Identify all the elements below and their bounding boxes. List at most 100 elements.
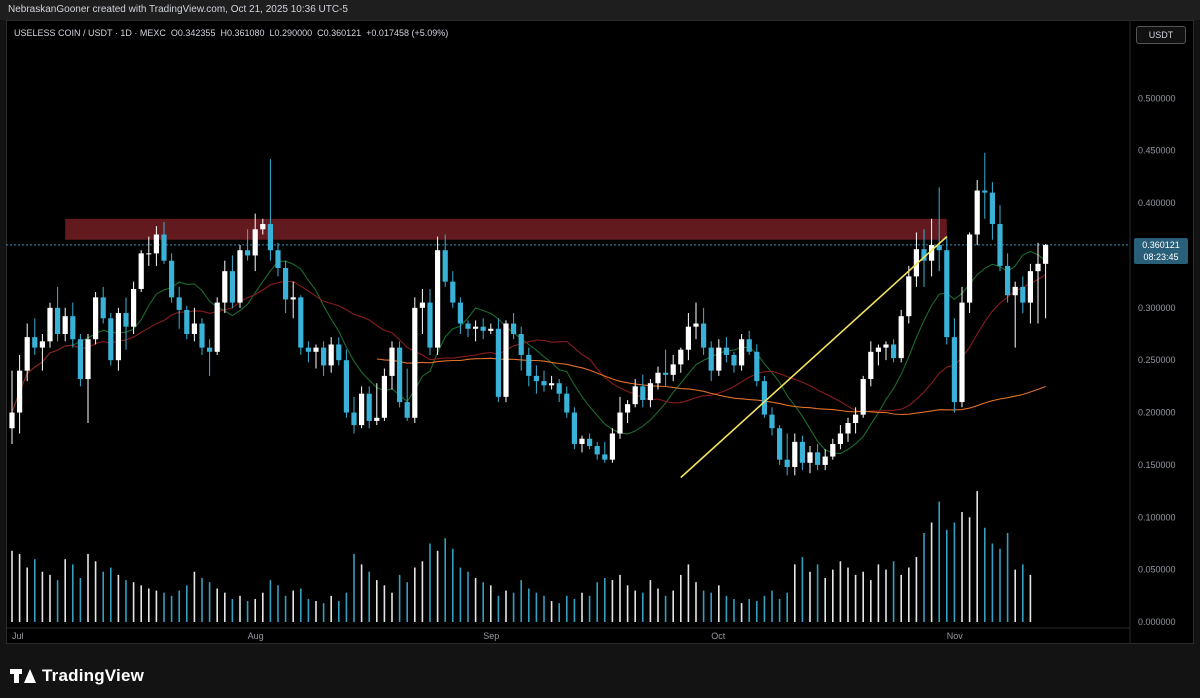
- y-tick-label: 0.150000: [1138, 460, 1176, 470]
- candle-down: [283, 268, 289, 300]
- candle-down: [723, 347, 729, 355]
- candle-up: [906, 276, 912, 317]
- candle-up: [883, 344, 889, 348]
- candle-down: [100, 297, 106, 319]
- candle-down: [404, 402, 410, 418]
- y-tick-label: 0.050000: [1138, 565, 1176, 575]
- candle-up: [807, 452, 813, 463]
- candle-down: [746, 339, 752, 352]
- candle-down: [815, 452, 821, 465]
- candle-up: [1012, 286, 1018, 296]
- candle-down: [663, 372, 669, 375]
- candle-up: [1043, 244, 1049, 264]
- candle-down: [495, 328, 501, 397]
- x-tick-label: Nov: [947, 631, 964, 641]
- candle-down: [777, 428, 783, 460]
- candle-down: [199, 323, 205, 348]
- candle-up: [191, 323, 197, 334]
- candle-down: [594, 446, 600, 455]
- footer: [0, 644, 1200, 698]
- candle-up: [617, 412, 623, 434]
- change-value: +0.017458 (+5.09%): [366, 28, 449, 38]
- candle-down: [556, 383, 562, 394]
- candle-up: [328, 344, 334, 366]
- ma-short-line: [11, 250, 1046, 455]
- candle-up: [837, 433, 843, 444]
- candle-up: [435, 250, 441, 348]
- ma-long-line: [376, 357, 1046, 416]
- resistance-zone: [65, 218, 947, 240]
- candle-down: [564, 393, 570, 413]
- candle-down: [184, 309, 190, 334]
- candle-down: [997, 224, 1003, 266]
- candle-down: [944, 250, 950, 338]
- bar-countdown: 08:23:45: [1143, 252, 1179, 262]
- candle-up: [260, 224, 266, 230]
- low-key: L: [269, 28, 275, 38]
- candle-down: [298, 297, 304, 348]
- candle-down: [161, 234, 167, 261]
- candle-up: [389, 347, 395, 376]
- candle-up: [860, 379, 866, 415]
- open-key: O: [170, 28, 178, 38]
- candle-up: [85, 339, 91, 380]
- candle-down: [275, 250, 281, 269]
- candle-up: [716, 347, 722, 371]
- high-key: H: [220, 28, 227, 38]
- candle-down: [951, 337, 957, 403]
- x-tick-label: Jul: [12, 631, 24, 641]
- candle-up: [868, 351, 874, 380]
- candle-down: [518, 334, 524, 355]
- candle-down: [366, 393, 372, 421]
- candle-up: [488, 328, 494, 331]
- candle-up: [792, 441, 798, 468]
- candle-down: [123, 313, 129, 327]
- symbol-label: USELESS COIN / USDT · 1D · MEXC: [14, 28, 166, 38]
- open-value: 0.342355: [177, 28, 216, 38]
- candle-down: [176, 297, 182, 310]
- candle-up: [647, 383, 653, 400]
- candle-down: [321, 347, 327, 366]
- candle-up: [374, 417, 380, 421]
- y-tick-label: 0.250000: [1138, 355, 1176, 365]
- candle-up: [1027, 271, 1033, 303]
- candle-up: [609, 433, 615, 460]
- candle-up: [9, 412, 15, 429]
- close-value: 0.360121: [323, 28, 362, 38]
- ma-mid-line: [11, 274, 1046, 413]
- candle-down: [571, 412, 577, 444]
- candle-down: [245, 250, 251, 256]
- candle-up: [739, 339, 745, 366]
- candle-up: [913, 249, 919, 277]
- candle-down: [921, 249, 927, 261]
- candle-up: [549, 383, 555, 386]
- candle-down: [708, 347, 714, 371]
- tradingview-logo[interactable]: TradingView: [10, 666, 144, 686]
- candle-up: [579, 438, 585, 444]
- candle-up: [1035, 263, 1041, 272]
- candle-down: [511, 323, 517, 334]
- candle-up: [214, 302, 220, 352]
- candle-up: [237, 250, 243, 303]
- candle-down: [77, 339, 83, 380]
- last-price-value: 0.360121: [1142, 240, 1180, 250]
- currency-button[interactable]: USDT: [1136, 26, 1186, 44]
- candle-up: [678, 349, 684, 365]
- candle-down: [1020, 286, 1026, 303]
- candle-up: [625, 404, 631, 413]
- candle-down: [769, 414, 775, 429]
- candle-down: [442, 250, 448, 282]
- candle-up: [47, 307, 53, 342]
- candle-down: [754, 351, 760, 382]
- candle-up: [974, 190, 980, 235]
- candle-down: [427, 302, 433, 348]
- candle-down: [526, 354, 532, 376]
- candle-down: [465, 323, 471, 329]
- candle-down: [936, 244, 942, 251]
- candle-down: [108, 318, 114, 361]
- low-value: 0.290000: [274, 28, 313, 38]
- support-trendline: [680, 236, 948, 479]
- close-key: C: [317, 28, 324, 38]
- candle-up: [685, 326, 691, 350]
